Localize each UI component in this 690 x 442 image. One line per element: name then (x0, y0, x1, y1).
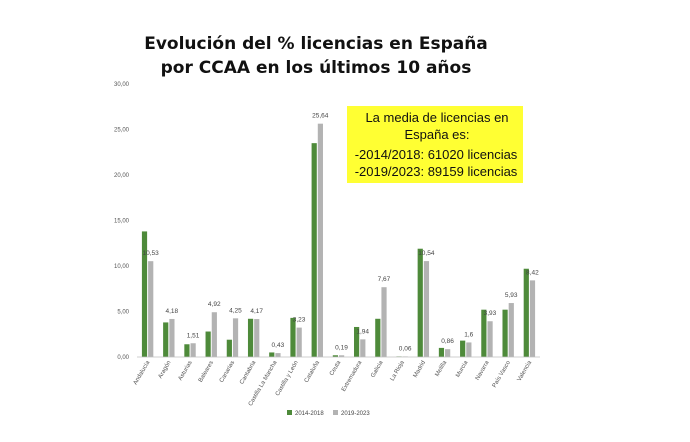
bar-2014-2018 (481, 309, 487, 357)
y-tick-label: 5,00 (117, 310, 129, 316)
x-tick-label: Cantabria (239, 359, 258, 385)
bar-2019-2023 (296, 327, 302, 357)
data-label: 3,93 (484, 310, 497, 317)
x-tick-label: País Vasco (492, 359, 512, 388)
bar-2014-2018 (417, 248, 423, 357)
data-label: 25,64 (312, 113, 329, 120)
legend-label-2014-2018: 2014-2018 (295, 411, 324, 417)
data-label: 0,86 (441, 338, 454, 345)
chart-title: Evolución del % licencias en España por … (144, 34, 488, 78)
data-label: 0,19 (335, 344, 348, 351)
data-label: 10,54 (418, 250, 435, 257)
annotation-line-4: -2019/2023: 89159 licencias (355, 164, 518, 179)
x-tick-label: Extremadura (341, 359, 364, 392)
bar-2014-2018 (247, 318, 254, 357)
data-label: 1,6 (464, 331, 473, 338)
bar-2019-2023 (445, 349, 451, 357)
bar-2014-2018 (205, 331, 211, 357)
bar-2014-2018 (141, 231, 148, 357)
bar-2019-2023 (169, 318, 175, 357)
x-tick-label: Galicia (370, 359, 385, 378)
y-axis: 0,00 5,00 10,00 15,00 20,00 25,00 30,00 (114, 82, 130, 361)
legend-swatch-2019-2023 (333, 410, 338, 415)
bar-2014-2018 (460, 340, 466, 357)
annotation-box: La media de licencias en España es: -201… (347, 106, 523, 183)
x-tick-label: Madrid (413, 360, 427, 379)
bar-2014-2018 (523, 268, 529, 357)
bar-2019-2023 (211, 312, 217, 357)
x-tick-label: Navarra (475, 359, 491, 381)
bar-2019-2023 (317, 123, 323, 358)
bar-2019-2023 (423, 261, 430, 357)
data-label: 4,92 (208, 301, 221, 308)
data-label: 1,94 (356, 328, 369, 335)
bar-2019-2023 (466, 342, 472, 357)
bar-2014-2018 (375, 318, 381, 357)
x-tick-label: Canarias (219, 360, 236, 384)
data-label: 0,43 (272, 342, 285, 349)
x-tick-label: La Rioja (390, 359, 407, 382)
bar-2019-2023 (232, 318, 239, 357)
annotation-line-3: -2014/2018: 61020 licencias (355, 147, 518, 162)
bar-2014-2018 (332, 355, 338, 357)
bar-2019-2023 (381, 287, 387, 357)
data-label: 4,18 (165, 308, 178, 315)
y-tick-label: 10,00 (114, 264, 130, 270)
data-label: 4,25 (229, 307, 242, 314)
bar-2014-2018 (269, 352, 275, 357)
bar-2019-2023 (339, 355, 345, 357)
y-tick-label: 25,00 (114, 128, 130, 134)
y-tick-label: 0,00 (117, 355, 129, 361)
legend-label-2019-2023: 2019-2023 (341, 411, 370, 417)
bar-2014-2018 (502, 309, 508, 357)
x-tick-label: Melilla (435, 359, 449, 377)
bar-2019-2023 (254, 319, 260, 357)
chart-title-line-2: por CCAA en los últimos 10 años (161, 58, 472, 78)
annotation-line-2: España es: (404, 127, 469, 142)
bar-area (141, 123, 536, 358)
bar-2019-2023 (508, 303, 514, 357)
y-tick-label: 20,00 (114, 173, 130, 179)
x-tick-label: Ceuta (329, 359, 343, 376)
bar-2019-2023 (275, 353, 281, 357)
chart-title-line-1: Evolución del % licencias en España (144, 34, 488, 54)
data-labels: 10,53 4,18 1,51 4,92 4,25 4,17 0,43 3,23 25,64 0,… (142, 113, 539, 353)
data-label: 0,06 (399, 345, 412, 352)
data-label: 10,53 (142, 250, 159, 257)
bar-2019-2023 (148, 261, 154, 357)
x-tick-label: Andalucía (133, 359, 152, 386)
data-label: 1,51 (187, 332, 200, 339)
bar-2019-2023 (529, 280, 536, 357)
bar-2019-2023 (487, 321, 493, 357)
bar-2019-2023 (190, 343, 196, 357)
x-tick-label: Cataluña (304, 359, 322, 383)
bar-2019-2023 (360, 339, 366, 357)
bar-2014-2018 (290, 317, 296, 357)
bar-2014-2018 (226, 339, 232, 357)
bar-2014-2018 (311, 143, 317, 357)
x-tick-label: Murcia (455, 359, 470, 378)
data-label: 5,93 (505, 292, 518, 299)
x-tick-label: Valencia (517, 359, 534, 382)
x-tick-label: Baleares (198, 360, 215, 384)
x-tick-label: Castilla y León (275, 360, 300, 397)
bar-2014-2018 (354, 326, 360, 357)
annotation-line-1: La media de licencias en (365, 110, 508, 125)
y-tick-label: 30,00 (114, 82, 130, 88)
bar-2014-2018 (438, 347, 445, 357)
data-label: 3,23 (293, 317, 306, 324)
data-label: 4,17 (250, 308, 263, 315)
data-label: 8,42 (526, 269, 539, 276)
annotation-background (347, 106, 523, 183)
x-tick-label: Aragón (158, 360, 173, 380)
x-axis-labels: Andalucía Aragón Asturias Baleares Canarias C… (133, 359, 534, 407)
y-tick-label: 15,00 (114, 219, 130, 225)
x-tick-label: Asturias (178, 360, 194, 382)
legend: 2014-2018 2019-2023 (287, 410, 370, 417)
bar-2014-2018 (184, 344, 190, 357)
data-label: 7,67 (378, 276, 391, 283)
legend-swatch-2014-2018 (287, 410, 292, 415)
bar-2014-2018 (163, 322, 169, 357)
